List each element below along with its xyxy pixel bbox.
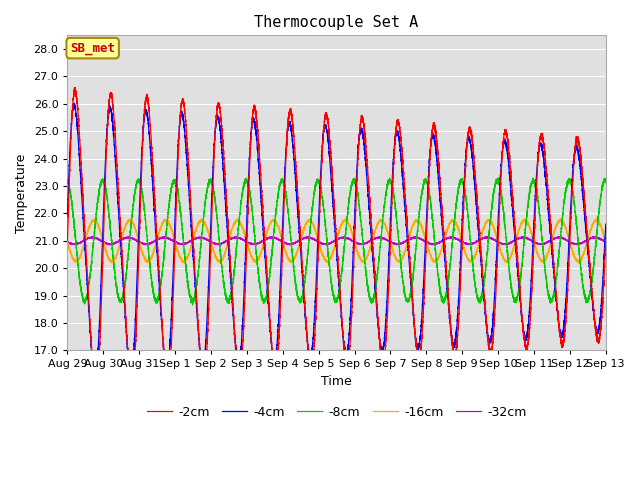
-8cm [63, 179, 71, 185]
Text: SB_met: SB_met [70, 42, 115, 55]
-32cm [602, 239, 609, 245]
-4cm [91, 373, 99, 379]
-8cm [386, 175, 394, 181]
-8cm [602, 180, 609, 186]
-4cm [468, 148, 476, 154]
-8cm [493, 177, 501, 183]
-16cm [63, 239, 71, 245]
-4cm [508, 203, 516, 209]
-4cm [63, 212, 71, 218]
Line: -8cm: -8cm [67, 178, 605, 305]
-2cm [275, 329, 283, 335]
-16cm [488, 221, 496, 227]
-2cm [468, 131, 476, 136]
-2cm [291, 141, 298, 146]
Y-axis label: Temperature: Temperature [15, 153, 28, 232]
-16cm [602, 240, 609, 246]
-8cm [468, 248, 476, 253]
-16cm [539, 260, 547, 265]
-16cm [467, 259, 475, 264]
-2cm [602, 239, 609, 244]
-2cm [493, 251, 501, 257]
-16cm [493, 235, 501, 241]
-4cm [493, 232, 501, 238]
Line: -4cm: -4cm [67, 103, 605, 376]
-32cm [508, 240, 516, 245]
-8cm [291, 269, 298, 275]
X-axis label: Time: Time [321, 375, 352, 388]
-2cm [508, 189, 516, 195]
-2cm [63, 237, 71, 243]
-32cm [63, 239, 71, 245]
-16cm [508, 250, 516, 255]
-8cm [189, 302, 196, 308]
-4cm [602, 221, 609, 227]
Line: -32cm: -32cm [67, 237, 605, 245]
-4cm [70, 100, 77, 106]
Title: Thermocouple Set A: Thermocouple Set A [255, 15, 419, 30]
-16cm [291, 257, 298, 263]
-32cm [488, 236, 496, 242]
Line: -2cm: -2cm [67, 87, 605, 391]
-32cm [412, 234, 420, 240]
-4cm [275, 304, 283, 310]
-2cm [70, 84, 78, 90]
-4cm [291, 161, 298, 167]
-2cm [488, 343, 496, 348]
-4cm [488, 326, 496, 332]
-32cm [468, 241, 476, 247]
-8cm [488, 199, 496, 204]
-2cm [92, 388, 100, 394]
-8cm [508, 288, 516, 294]
-32cm [428, 242, 436, 248]
-32cm [291, 240, 298, 246]
-16cm [593, 216, 600, 222]
Legend: -2cm, -4cm, -8cm, -16cm, -32cm: -2cm, -4cm, -8cm, -16cm, -32cm [142, 401, 531, 424]
-32cm [493, 239, 501, 245]
Line: -16cm: -16cm [67, 219, 605, 263]
-8cm [275, 185, 283, 191]
-32cm [275, 237, 283, 243]
-16cm [275, 227, 283, 232]
